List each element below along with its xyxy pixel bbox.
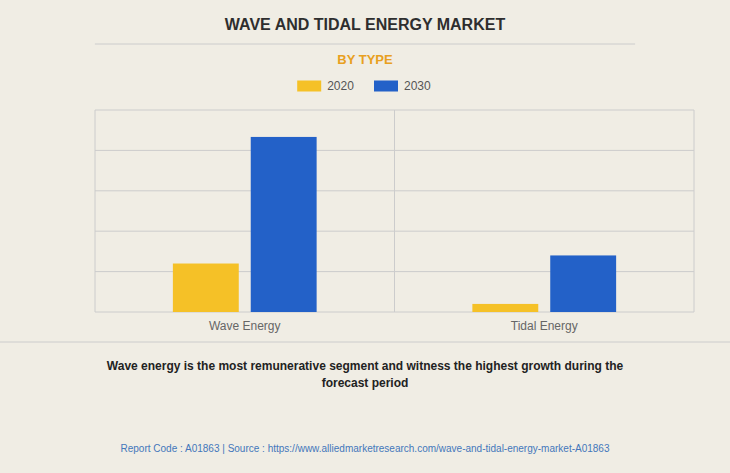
separator (694, 110, 695, 312)
bar (251, 137, 317, 312)
chart: WAVE AND TIDAL ENERGY MARKET BY TYPE Wave … (0, 0, 730, 473)
legend-swatch (297, 81, 321, 92)
legend-label: 2030 (404, 79, 431, 93)
title: WAVE AND TIDAL ENERGY MARKET (225, 16, 506, 33)
footer-line: forecast period (322, 376, 409, 390)
subtitle: BY TYPE (337, 52, 393, 67)
report-text: Report Code : A01863 | Source : https://… (121, 443, 610, 454)
footer-text: Wave energy is the most remunerative seg… (107, 359, 624, 390)
legend-swatch (374, 81, 398, 92)
background (0, 0, 730, 473)
legend: 2020 2030 (297, 79, 431, 93)
legend-label: 2020 (327, 79, 354, 93)
separator (95, 110, 96, 312)
footer-line: Wave energy is the most remunerative seg… (107, 359, 624, 373)
footer-rule (0, 342, 730, 343)
bars (173, 137, 616, 312)
x-tick-label: Tidal Energy (511, 319, 578, 333)
separator (394, 110, 395, 312)
bar (550, 255, 616, 312)
bar (173, 264, 239, 312)
x-tick-label: Wave Energy (209, 319, 281, 333)
bar (472, 304, 538, 312)
title-rule (95, 44, 635, 45)
